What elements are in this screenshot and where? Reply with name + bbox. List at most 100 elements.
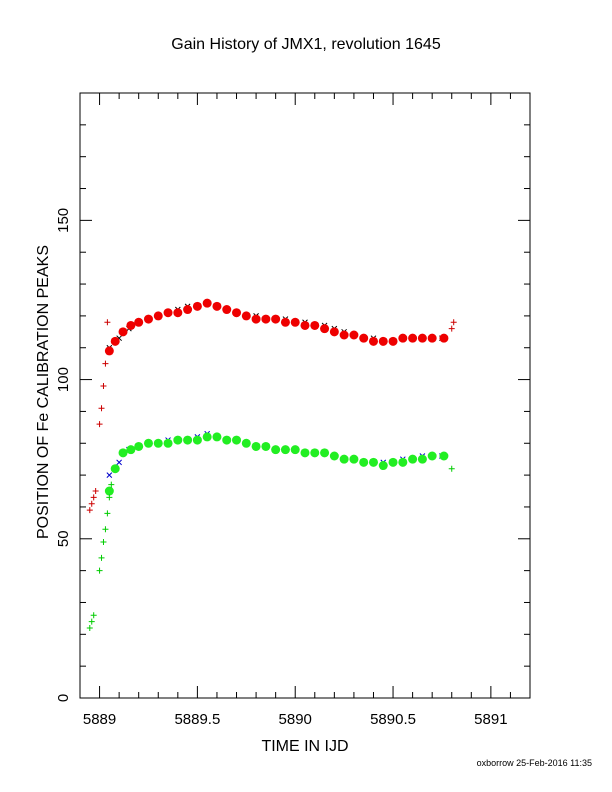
data-point: [417, 454, 427, 464]
data-point: [329, 327, 339, 337]
y-axis-label: POSITION OF Fe CALIBRATION PEAKS: [35, 245, 52, 539]
axis-ticks: 5889 5889.5 5890 5890.5 5891 0 50 100 150: [55, 92, 531, 728]
data-point: [88, 618, 95, 625]
data-point: [118, 448, 128, 458]
data-point: [173, 435, 183, 445]
data-point: [110, 336, 120, 346]
data-point: [251, 441, 261, 451]
x-tick-label: 5889.5: [174, 711, 220, 728]
data-point: [90, 494, 97, 501]
data-point: [320, 324, 330, 334]
data-point: [153, 438, 163, 448]
data-point: [310, 320, 320, 330]
data-point: [143, 438, 153, 448]
data-point: [222, 305, 232, 315]
data-point: [349, 330, 359, 340]
data-point: [368, 336, 378, 346]
data-point: [339, 454, 349, 464]
data-point: [339, 330, 349, 340]
data-point: [439, 333, 449, 343]
data-point: [96, 567, 103, 574]
data-point: [378, 461, 388, 471]
data-point: [153, 311, 163, 321]
data-point: [92, 488, 99, 495]
y-tick-label: 150: [55, 208, 72, 233]
data-point: [398, 457, 408, 467]
data-point: [108, 481, 115, 488]
data-point: [98, 554, 105, 561]
data-point: [280, 317, 290, 327]
data-point: [232, 308, 242, 318]
data-points: [86, 298, 457, 631]
data-point: [134, 317, 144, 327]
data-point: [126, 445, 136, 455]
data-point: [202, 298, 212, 308]
data-point: [408, 454, 418, 464]
data-point: [106, 472, 113, 478]
data-point: [104, 486, 114, 496]
data-point: [261, 441, 271, 451]
data-point: [290, 445, 300, 455]
data-point: [96, 421, 103, 428]
data-point: [134, 441, 144, 451]
data-point: [86, 624, 93, 631]
data-point: [102, 360, 109, 367]
data-point: [261, 314, 271, 324]
data-point: [98, 405, 105, 412]
data-point: [388, 457, 398, 467]
data-point: [100, 538, 107, 545]
data-point: [143, 314, 153, 324]
data-point: [320, 448, 330, 458]
data-point: [349, 454, 359, 464]
data-point: [310, 448, 320, 458]
data-point: [368, 457, 378, 467]
data-point: [300, 448, 310, 458]
data-point: [88, 500, 95, 507]
data-point: [212, 432, 222, 442]
data-point: [329, 451, 339, 461]
y-tick-label: 100: [55, 367, 72, 392]
x-tick-label: 5890.5: [370, 711, 416, 728]
data-point: [106, 494, 113, 501]
data-point: [359, 457, 369, 467]
data-point: [183, 435, 193, 445]
data-point: [110, 464, 120, 474]
data-point: [448, 465, 455, 472]
x-tick-label: 5891: [474, 711, 507, 728]
y-tick-label: 0: [55, 694, 72, 702]
data-point: [183, 305, 193, 315]
data-point: [439, 451, 449, 461]
data-point: [104, 346, 114, 356]
data-point: [126, 320, 136, 330]
data-point: [271, 445, 281, 455]
data-point: [251, 314, 261, 324]
data-point: [417, 333, 427, 343]
data-point: [192, 435, 202, 445]
data-point: [104, 319, 111, 326]
chart-title: Gain History of JMX1, revolution 1645: [171, 36, 441, 53]
data-point: [427, 451, 437, 461]
data-point: [102, 526, 109, 533]
data-point: [427, 333, 437, 343]
y-tick-label: 50: [55, 530, 72, 547]
data-point: [241, 311, 251, 321]
data-point: [359, 333, 369, 343]
data-point: [173, 308, 183, 318]
data-point: [192, 301, 202, 311]
data-point: [222, 435, 232, 445]
data-point: [450, 319, 457, 326]
data-point: [300, 320, 310, 330]
data-point: [100, 382, 107, 389]
plot-frame: [79, 92, 531, 699]
data-point: [398, 333, 408, 343]
data-point: [408, 333, 418, 343]
data-point: [290, 317, 300, 327]
data-point: [212, 301, 222, 311]
footer-stamp: oxborrow 25-Feb-2016 11:35: [476, 758, 592, 768]
x-axis-label: TIME IN IJD: [261, 738, 349, 755]
data-point: [280, 445, 290, 455]
data-point: [232, 435, 242, 445]
data-point: [388, 336, 398, 346]
